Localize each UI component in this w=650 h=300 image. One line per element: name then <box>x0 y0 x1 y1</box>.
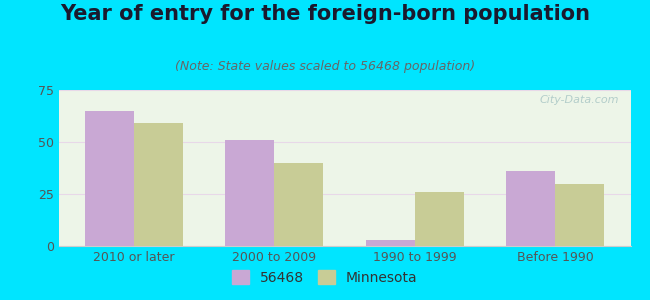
Legend: 56468, Minnesota: 56468, Minnesota <box>227 264 423 290</box>
Bar <box>225 140 274 246</box>
Text: (Note: State values scaled to 56468 population): (Note: State values scaled to 56468 popu… <box>175 60 475 73</box>
Bar <box>274 163 324 246</box>
Text: City-Data.com: City-Data.com <box>540 95 619 105</box>
Bar <box>415 192 464 246</box>
Bar <box>134 123 183 246</box>
Bar <box>365 240 415 246</box>
Bar <box>555 184 605 246</box>
Bar <box>84 111 134 246</box>
Text: Year of entry for the foreign-born population: Year of entry for the foreign-born popul… <box>60 4 590 25</box>
Bar <box>506 171 555 246</box>
